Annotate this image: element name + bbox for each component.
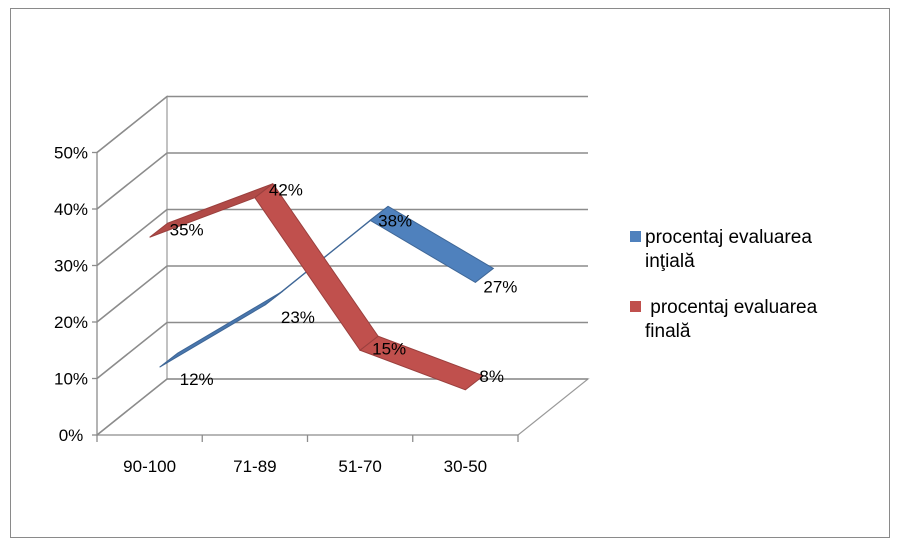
- series-ribbon-segment: [149, 183, 274, 238]
- series-ribbon-segment: [359, 335, 485, 391]
- data-labels: 12% 23% 38% 27% 35% 42% 15% 8%: [170, 181, 518, 390]
- data-label: 15%: [372, 339, 406, 358]
- legend-swatch: [630, 301, 641, 312]
- x-axis-tick-labels: 90-100 71-89 51-70 30-50: [123, 457, 487, 476]
- data-label: 35%: [170, 220, 204, 239]
- series-1: [159, 205, 495, 368]
- legend-label: inţială: [645, 251, 695, 272]
- y-tick-label: 10%: [54, 370, 88, 389]
- y-tick-label: 40%: [54, 200, 88, 219]
- y-axis-tick-labels: 0% 10% 20% 30% 40% 50%: [54, 144, 88, 446]
- data-label: 27%: [483, 277, 517, 296]
- series-ribbons: [149, 182, 495, 391]
- x-tick-label: 90-100: [123, 457, 176, 476]
- legend-label: procentaj evaluarea: [645, 227, 812, 248]
- gridline: [96, 208, 588, 267]
- data-label: 23%: [281, 308, 315, 327]
- series-2: [149, 182, 485, 391]
- gridline: [96, 95, 588, 154]
- x-tick-label: 30-50: [444, 457, 487, 476]
- gridlines: [96, 95, 588, 436]
- y-tick-label: 20%: [54, 313, 88, 332]
- data-label: 38%: [378, 211, 412, 230]
- gridline: [96, 152, 588, 210]
- gridline: [96, 321, 588, 380]
- data-label: 42%: [269, 181, 303, 200]
- y-tick-label: 0%: [59, 426, 84, 445]
- data-label: 8%: [479, 367, 504, 386]
- series-ribbon-segment: [159, 290, 284, 368]
- legend-label: finală: [645, 321, 691, 342]
- axes: [92, 151, 519, 442]
- y-tick-label: 50%: [54, 144, 88, 163]
- series-ribbon-segment: [369, 205, 495, 284]
- legend-label: procentaj evaluarea: [645, 297, 818, 318]
- floor-outline: [96, 378, 590, 436]
- legend: procentaj evaluarea inţială procentaj eva…: [630, 227, 818, 342]
- series-ribbon-segment: [254, 182, 379, 351]
- y-tick-label: 30%: [54, 257, 88, 276]
- data-label: 12%: [180, 370, 214, 389]
- gridline: [96, 378, 588, 436]
- x-tick-label: 71-89: [233, 457, 276, 476]
- legend-swatch: [630, 231, 641, 242]
- x-tick-label: 51-70: [338, 457, 381, 476]
